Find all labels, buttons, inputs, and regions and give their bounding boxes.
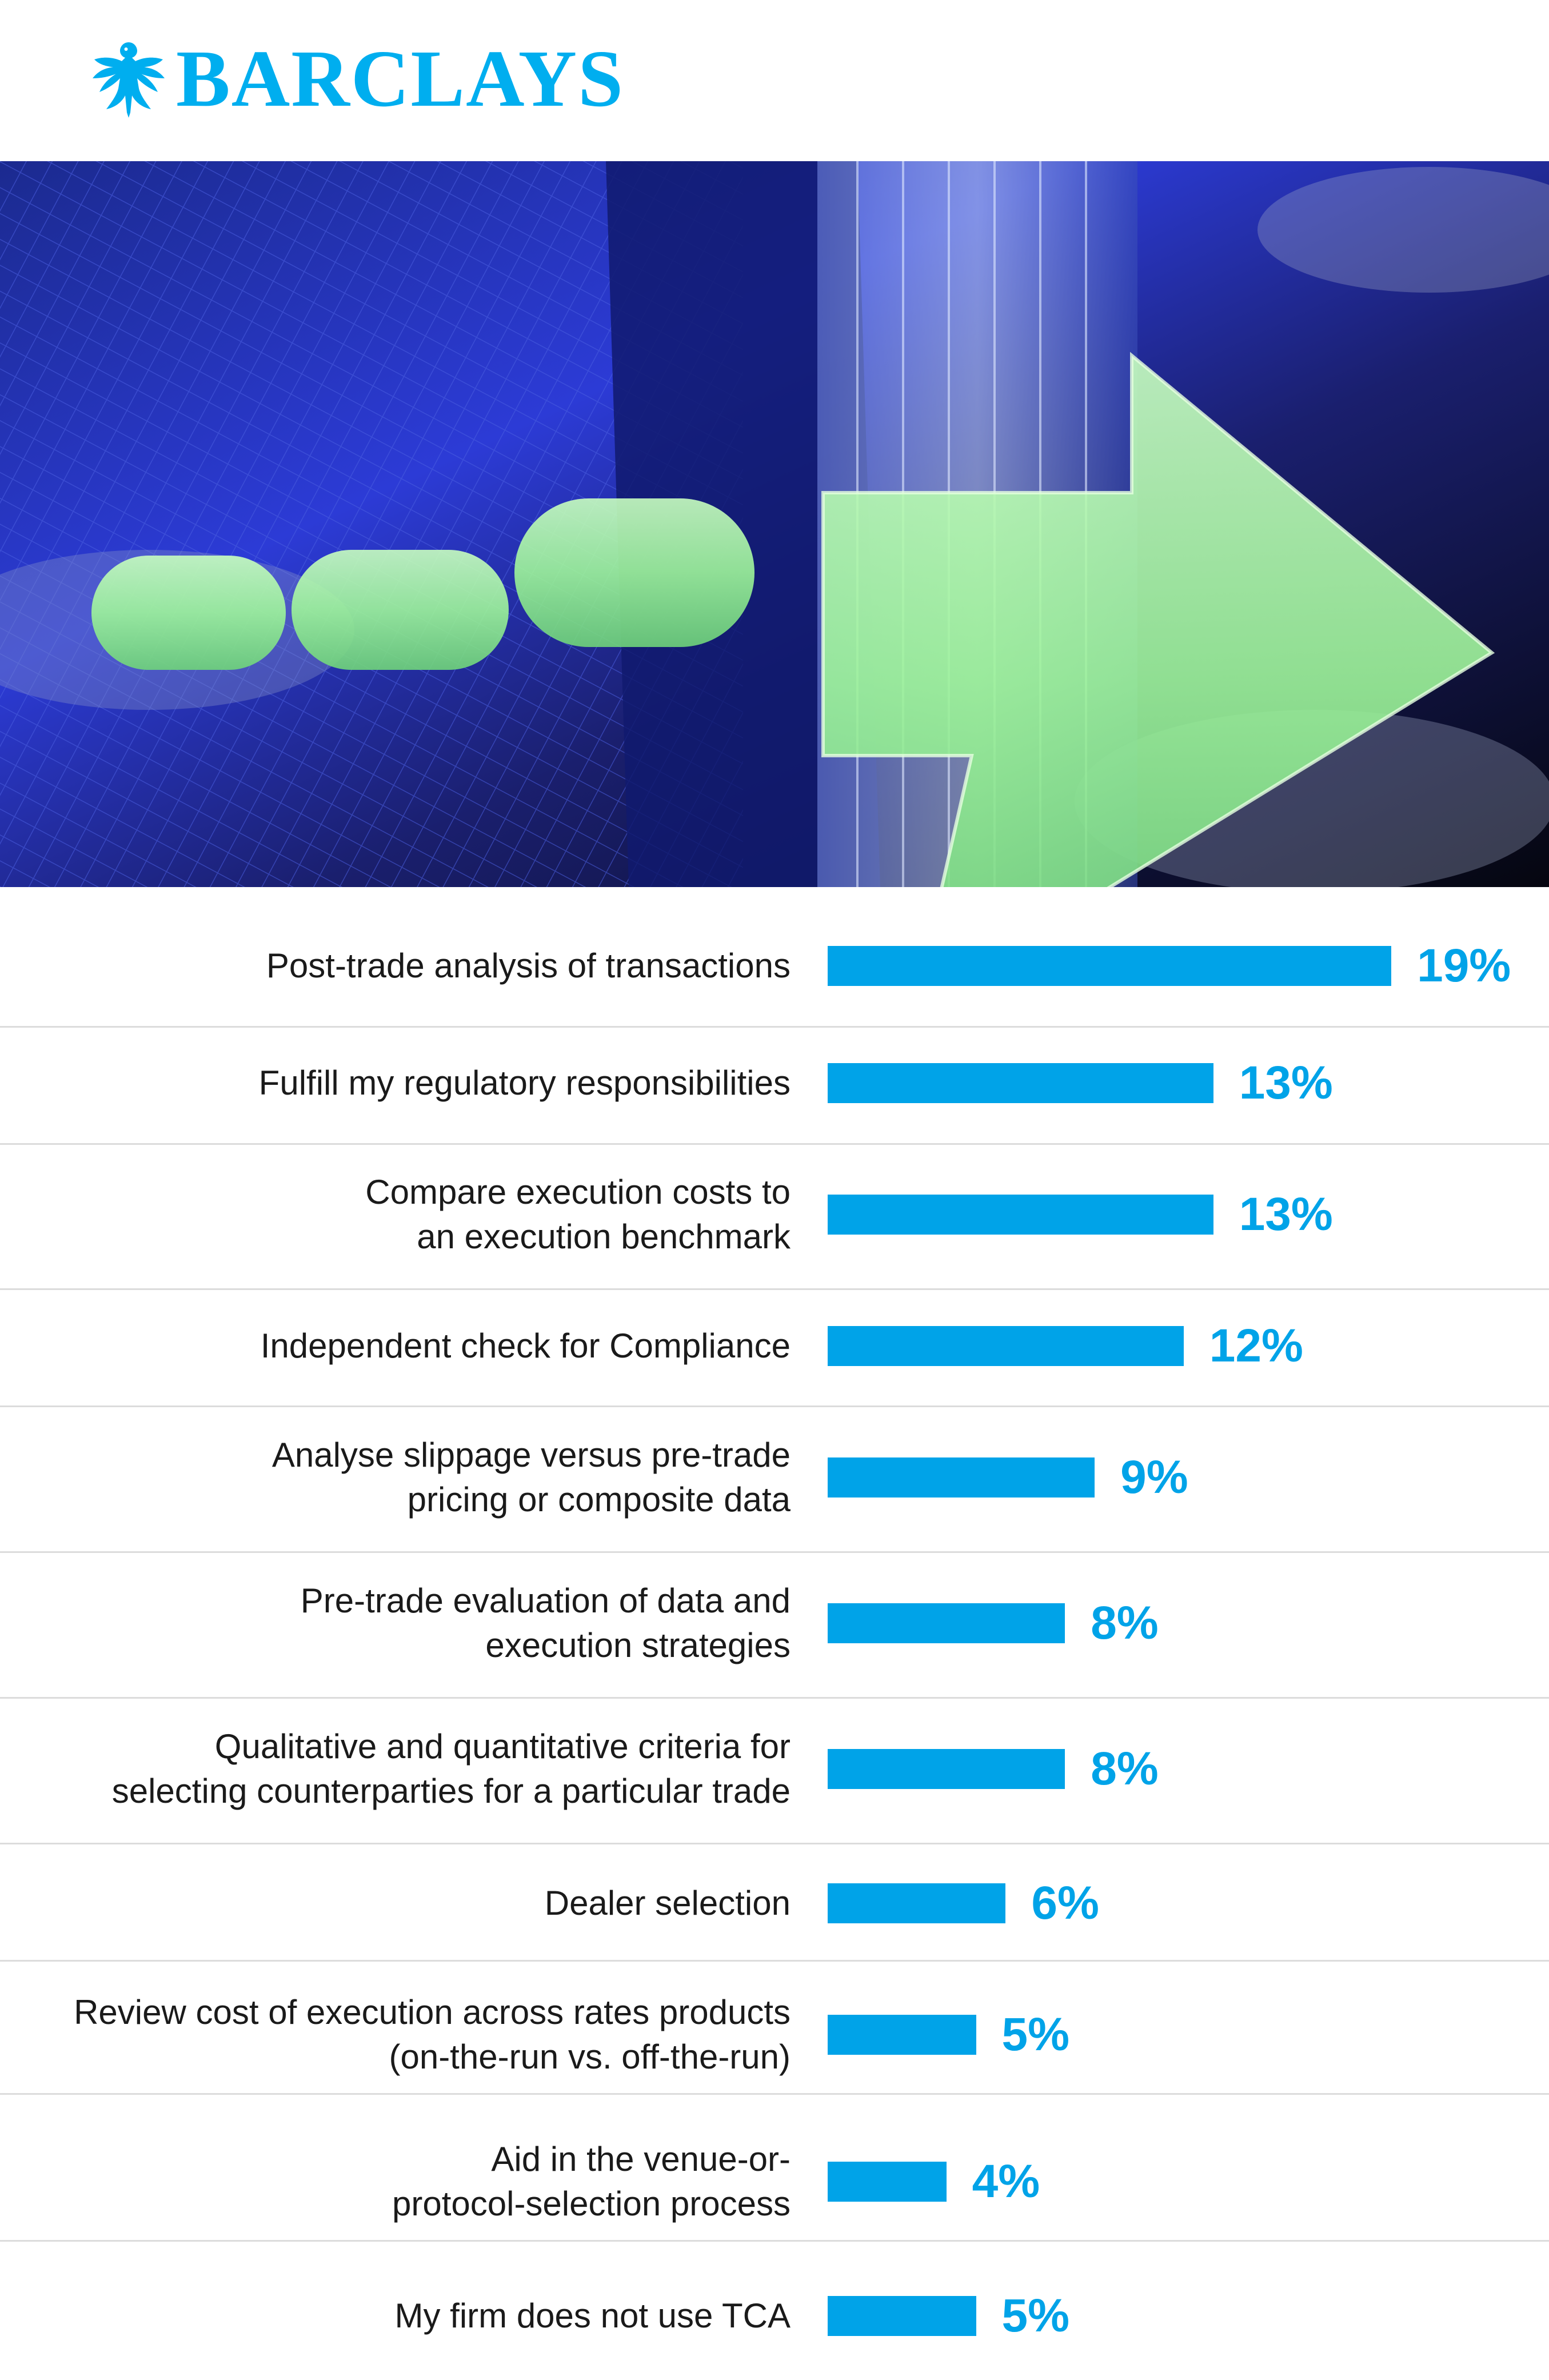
value-label: 12% — [1209, 1320, 1303, 1372]
bar — [828, 2296, 976, 2336]
eagle-icon — [93, 42, 165, 118]
category-label: Review cost of execution across rates pr… — [25, 1990, 791, 2079]
row-divider — [0, 1551, 1549, 1553]
category-label-line: Analyse slippage versus pre-trade — [272, 1436, 791, 1474]
row-divider — [0, 1288, 1549, 1290]
category-label: Pre-trade evaluation of data and executio… — [25, 1579, 791, 1668]
category-label-line: Qualitative and quantitative criteria fo… — [214, 1727, 791, 1766]
category-label-line: Fulfill my regulatory responsibilities — [258, 1064, 791, 1102]
row-divider — [0, 1843, 1549, 1844]
row-divider — [0, 1405, 1549, 1407]
bar — [828, 1063, 1213, 1103]
value-label: 8% — [1091, 1597, 1159, 1649]
category-label: Aid in the venue-or-protocol-selection p… — [25, 2137, 791, 2226]
category-label-line: Dealer selection — [544, 1884, 791, 1922]
category-label: My firm does not use TCA — [25, 2294, 791, 2338]
value-label: 5% — [1001, 2290, 1070, 2342]
category-label-line: Post-trade analysis of transactions — [266, 947, 791, 985]
category-label-line: selecting counterparties for a particula… — [111, 1772, 791, 1810]
forward-arrow-graphic — [0, 161, 1549, 887]
bar — [828, 1749, 1065, 1789]
row-divider — [0, 2093, 1549, 2095]
category-label: Analyse slippage versus pre-trade pricing… — [25, 1433, 791, 1522]
value-label: 19% — [1417, 940, 1511, 992]
bar — [828, 1883, 1006, 1923]
category-label: Qualitative and quantitative criteria fo… — [25, 1724, 791, 1814]
category-label: Post-trade analysis of transactions — [25, 944, 791, 988]
bar — [828, 2015, 976, 2055]
value-label: 8% — [1091, 1743, 1159, 1795]
bar — [828, 1326, 1184, 1366]
category-label-line: (on-the-run vs. off-the-run) — [389, 2038, 791, 2076]
row-divider — [0, 1960, 1549, 1962]
barclays-logo: BARCLAYS — [86, 35, 624, 121]
row-divider — [0, 2240, 1549, 2242]
category-label-line: execution strategies — [485, 1626, 791, 1664]
bar — [828, 1457, 1095, 1498]
category-label-line: protocol-selection process — [392, 2185, 791, 2223]
value-label: 4% — [972, 2155, 1040, 2207]
category-label-line: Independent check for Compliance — [260, 1327, 791, 1365]
header: BARCLAYS — [0, 0, 1549, 161]
bar-chart: Post-trade analysis of transactions 19% Fu… — [0, 887, 1549, 2380]
hero-image — [0, 161, 1549, 887]
category-label: Dealer selection — [25, 1881, 791, 1926]
value-label: 13% — [1239, 1188, 1333, 1240]
category-label-line: Review cost of execution across rates pr… — [74, 1993, 791, 2031]
row-divider — [0, 1143, 1549, 1145]
value-label: 9% — [1120, 1451, 1188, 1503]
category-label-line: pricing or composite data — [407, 1480, 791, 1519]
value-label: 13% — [1239, 1057, 1333, 1109]
bar — [828, 2162, 947, 2202]
category-label-line: My firm does not use TCA — [394, 2297, 791, 2335]
category-label-line: an execution benchmark — [417, 1217, 791, 1256]
category-label-line: Compare execution costs to — [365, 1173, 791, 1211]
category-label: Compare execution costs to an execution b… — [25, 1170, 791, 1259]
category-label-line: Aid in the venue-or- — [491, 2140, 791, 2178]
bar — [828, 1603, 1065, 1643]
bar — [828, 1195, 1213, 1235]
value-label: 6% — [1031, 1877, 1099, 1929]
row-divider — [0, 1026, 1549, 1028]
category-label-line: Pre-trade evaluation of data and — [300, 1582, 791, 1620]
brand-name: BARCLAYS — [176, 33, 625, 123]
value-label: 5% — [1001, 2008, 1070, 2060]
bar — [828, 946, 1392, 986]
category-label: Independent check for Compliance — [25, 1324, 791, 1368]
category-label: Fulfill my regulatory responsibilities — [25, 1061, 791, 1105]
row-divider — [0, 1697, 1549, 1699]
